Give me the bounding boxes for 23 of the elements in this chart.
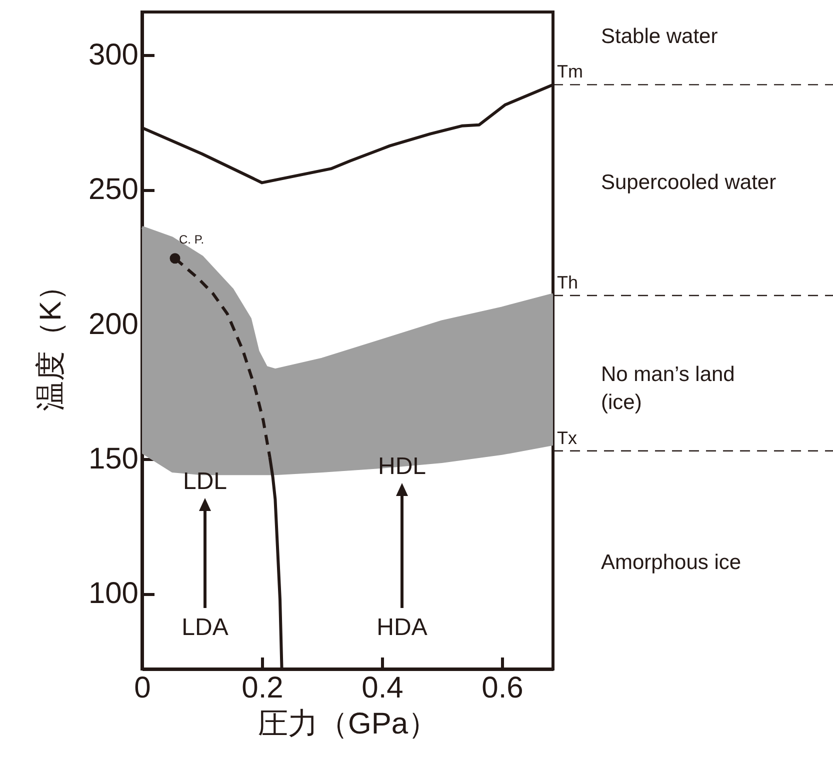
y-tick-label: 150: [88, 442, 138, 476]
x-tick-label: 0.2: [242, 672, 284, 704]
x-tick-label: 0.6: [482, 672, 524, 704]
y-tick-label: 300: [88, 38, 138, 72]
y-tick-label: 100: [88, 577, 138, 610]
text: Stable water: [601, 25, 718, 48]
text: Supercooled water: [601, 171, 776, 194]
annotation: LDL: [182, 468, 228, 495]
y-axis-title: 温度（K）: [34, 270, 68, 412]
annotation: HDA: [376, 614, 428, 641]
ref-line-label: Tm: [557, 62, 583, 82]
ref-line-label: Th: [557, 272, 578, 293]
y-tick-label: 200: [88, 308, 138, 341]
x-tick-label: 0: [134, 672, 151, 704]
y-tick-label: 250: [88, 173, 138, 206]
ref-line-label: Tx: [557, 428, 577, 448]
text: No man’s land (ice): [601, 363, 735, 414]
x-axis-title: 圧力（GPa）: [258, 708, 438, 740]
annotation: LDA: [182, 614, 228, 641]
annotation: HDL: [378, 453, 426, 480]
x-tick-label: 0.4: [362, 672, 404, 704]
text: Amorphous ice: [601, 551, 742, 574]
annotation: C. P.: [179, 232, 204, 246]
